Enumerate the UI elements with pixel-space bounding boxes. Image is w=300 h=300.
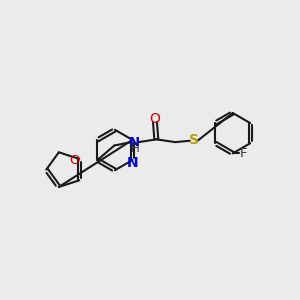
Text: F: F [240, 147, 247, 160]
Text: H: H [130, 142, 139, 155]
Text: S: S [189, 133, 199, 147]
Text: N: N [127, 157, 139, 170]
Text: O: O [69, 154, 80, 167]
Text: N: N [129, 136, 140, 148]
Text: O: O [149, 112, 161, 126]
